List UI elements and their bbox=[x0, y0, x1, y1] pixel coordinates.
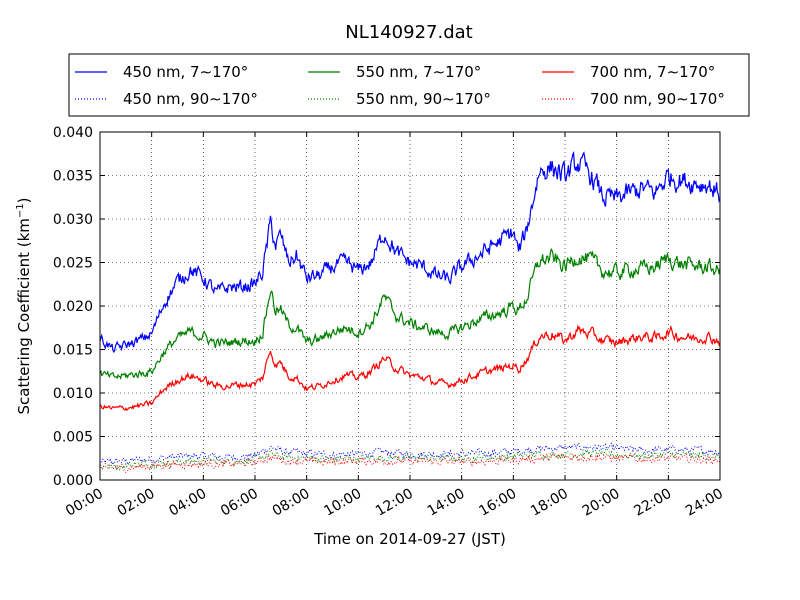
y-tick-label: 0.005 bbox=[53, 430, 93, 446]
legend-label: 450 nm, 90∼170° bbox=[123, 90, 258, 108]
legend-label: 700 nm, 7∼170° bbox=[590, 63, 715, 81]
series-line bbox=[99, 448, 721, 471]
x-tick-label: 18:00 bbox=[528, 486, 571, 520]
y-tick-label: 0.020 bbox=[53, 299, 93, 315]
legend-label: 700 nm, 90∼170° bbox=[590, 90, 725, 108]
series-line bbox=[99, 150, 721, 354]
x-tick-label: 24:00 bbox=[683, 486, 726, 520]
y-axis-label: Scattering Coefficient (km−1) bbox=[15, 197, 33, 414]
legend-label: 450 nm, 7∼170° bbox=[123, 63, 248, 81]
y-axis-label-end: ) bbox=[15, 197, 33, 203]
legend-label: 550 nm, 7∼170° bbox=[356, 63, 481, 81]
y-tick-label: 0.010 bbox=[53, 386, 93, 402]
x-tick-label: 00:00 bbox=[63, 486, 106, 520]
x-tick-labels: 00:00 02:00 04:00 06:00 08:00 10:00 12:00 14:00… bbox=[63, 486, 726, 520]
x-tick-label: 12:00 bbox=[373, 486, 416, 520]
y-tick-label: 0.025 bbox=[53, 256, 93, 272]
y-tick-label: 0.015 bbox=[53, 343, 93, 359]
ticks bbox=[99, 131, 721, 481]
series-line bbox=[99, 324, 721, 411]
x-tick-label: 04:00 bbox=[166, 486, 209, 520]
y-tick-label: 0.030 bbox=[53, 212, 93, 228]
x-tick-label: 16:00 bbox=[476, 486, 519, 520]
x-tick-label: 10:00 bbox=[321, 486, 364, 520]
series-layer bbox=[99, 150, 721, 473]
x-tick-label: 22:00 bbox=[631, 486, 674, 520]
series-line bbox=[99, 247, 721, 381]
x-tick-label: 14:00 bbox=[425, 486, 468, 520]
series-line bbox=[99, 442, 721, 466]
x-axis-label: Time on 2014-09-27 (JST) bbox=[313, 530, 506, 548]
legend-label: 550 nm, 90∼170° bbox=[356, 90, 491, 108]
y-axis-label-main: Scattering Coefficient (km bbox=[15, 218, 33, 414]
y-tick-label: 0.035 bbox=[53, 169, 93, 185]
x-tick-label: 08:00 bbox=[270, 486, 313, 520]
y-tick-label: 0.040 bbox=[53, 125, 93, 141]
y-tick-labels: 0.000 0.005 0.010 0.015 0.020 0.025 0.030 0.035… bbox=[53, 125, 93, 489]
series-line bbox=[99, 452, 721, 473]
y-tick-label: 0.000 bbox=[53, 473, 93, 489]
legend: 450 nm, 7∼170° 550 nm, 7∼170° 700 nm, 7∼17… bbox=[68, 53, 750, 117]
legend-frame bbox=[68, 53, 750, 117]
x-tick-label: 02:00 bbox=[115, 486, 158, 520]
chart-title: NL140927.dat bbox=[345, 22, 472, 43]
x-tick-label: 06:00 bbox=[218, 486, 261, 520]
x-tick-label: 20:00 bbox=[580, 486, 623, 520]
y-axis-label-sup: −1 bbox=[15, 203, 26, 218]
